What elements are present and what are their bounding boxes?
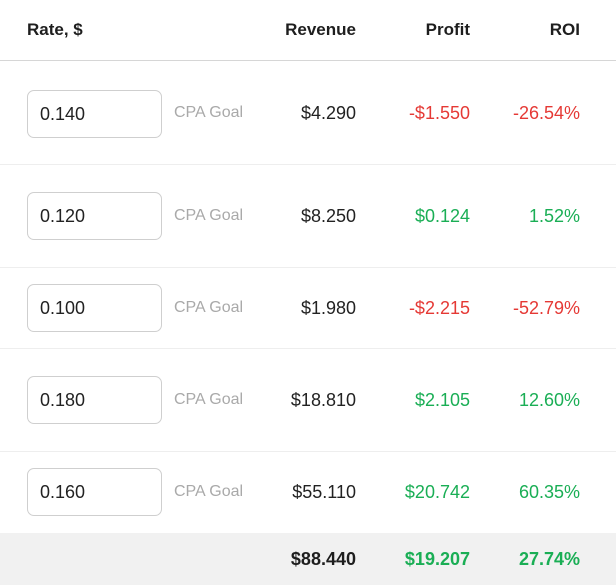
column-header-rate: Rate, $	[27, 20, 83, 39]
rate-input[interactable]	[27, 376, 162, 424]
table-row: CPA Goal $4.290 -$1.550 -26.54%	[0, 61, 616, 165]
roi-value: 1.52%	[528, 206, 580, 226]
roi-value: -52.79%	[512, 298, 580, 318]
profit-value: -$1.550	[408, 103, 470, 123]
table-row: CPA Goal $18.810 $2.105 12.60%	[0, 349, 616, 452]
cpa-goal-label: CPA Goal	[174, 391, 244, 408]
roi-value: -26.54%	[512, 103, 580, 123]
revenue-value: $4.290	[300, 103, 356, 123]
totals-row: $88.440 $19.207 27.74%	[0, 533, 616, 585]
revenue-value: $8.250	[300, 206, 356, 226]
table-row: CPA Goal $8.250 $0.124 1.52%	[0, 165, 616, 268]
table-row: CPA Goal $55.110 $20.742 60.35%	[0, 452, 616, 533]
profit-value: $20.742	[404, 482, 470, 502]
rate-input[interactable]	[27, 284, 162, 332]
total-revenue: $88.440	[290, 549, 356, 569]
revenue-value: $55.110	[292, 482, 356, 502]
cpa-goal-label: CPA Goal	[174, 207, 244, 224]
table-row: CPA Goal $1.980 -$2.215 -52.79%	[0, 268, 616, 349]
profit-value: -$2.215	[408, 298, 470, 318]
column-header-roi[interactable]: ROI	[549, 20, 580, 39]
revenue-value: $18.810	[290, 390, 356, 410]
table-header: Rate, $ Revenue Profit ROI	[0, 0, 616, 61]
rate-input[interactable]	[27, 90, 162, 138]
column-header-profit[interactable]: Profit	[425, 20, 470, 39]
profit-value: $0.124	[414, 206, 470, 226]
column-header-revenue[interactable]: Revenue	[285, 20, 356, 39]
cpa-goal-label: CPA Goal	[174, 483, 244, 500]
roi-value: 60.35%	[518, 482, 580, 502]
total-roi: 27.74%	[518, 549, 580, 569]
rate-input[interactable]	[27, 192, 162, 240]
profit-value: $2.105	[414, 390, 470, 410]
revenue-value: $1.980	[300, 298, 356, 318]
roi-value: 12.60%	[518, 390, 580, 410]
cpa-goal-label: CPA Goal	[174, 299, 244, 316]
cpa-goal-label: CPA Goal	[174, 104, 244, 121]
rate-input[interactable]	[27, 468, 162, 516]
total-profit: $19.207	[404, 549, 470, 569]
